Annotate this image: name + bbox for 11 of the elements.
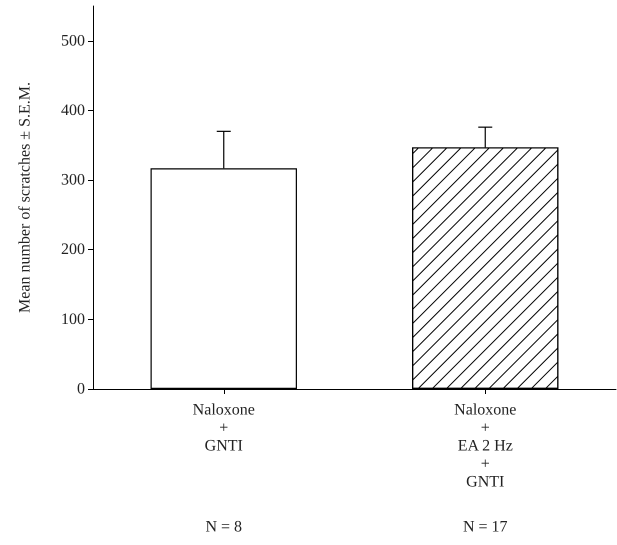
y-tick-label: 500 <box>61 32 85 50</box>
text: N = 8 <box>205 518 242 536</box>
y-tick-label: 400 <box>61 102 85 119</box>
y-tick-label: 0 <box>77 380 85 398</box>
y-tick-label: 200 <box>61 241 85 258</box>
y-tick-label: 300 <box>61 172 85 189</box>
y-axis-title: Mean number of scratches ± S.E.M. <box>16 82 34 313</box>
y-tick-label: 100 <box>61 310 85 328</box>
x-tick-label: Naloxone + GNTI <box>192 402 255 454</box>
x-tick-label: Naloxone + EA 2 Hz + GNTI <box>454 402 516 490</box>
text: N = 17 <box>462 518 508 536</box>
